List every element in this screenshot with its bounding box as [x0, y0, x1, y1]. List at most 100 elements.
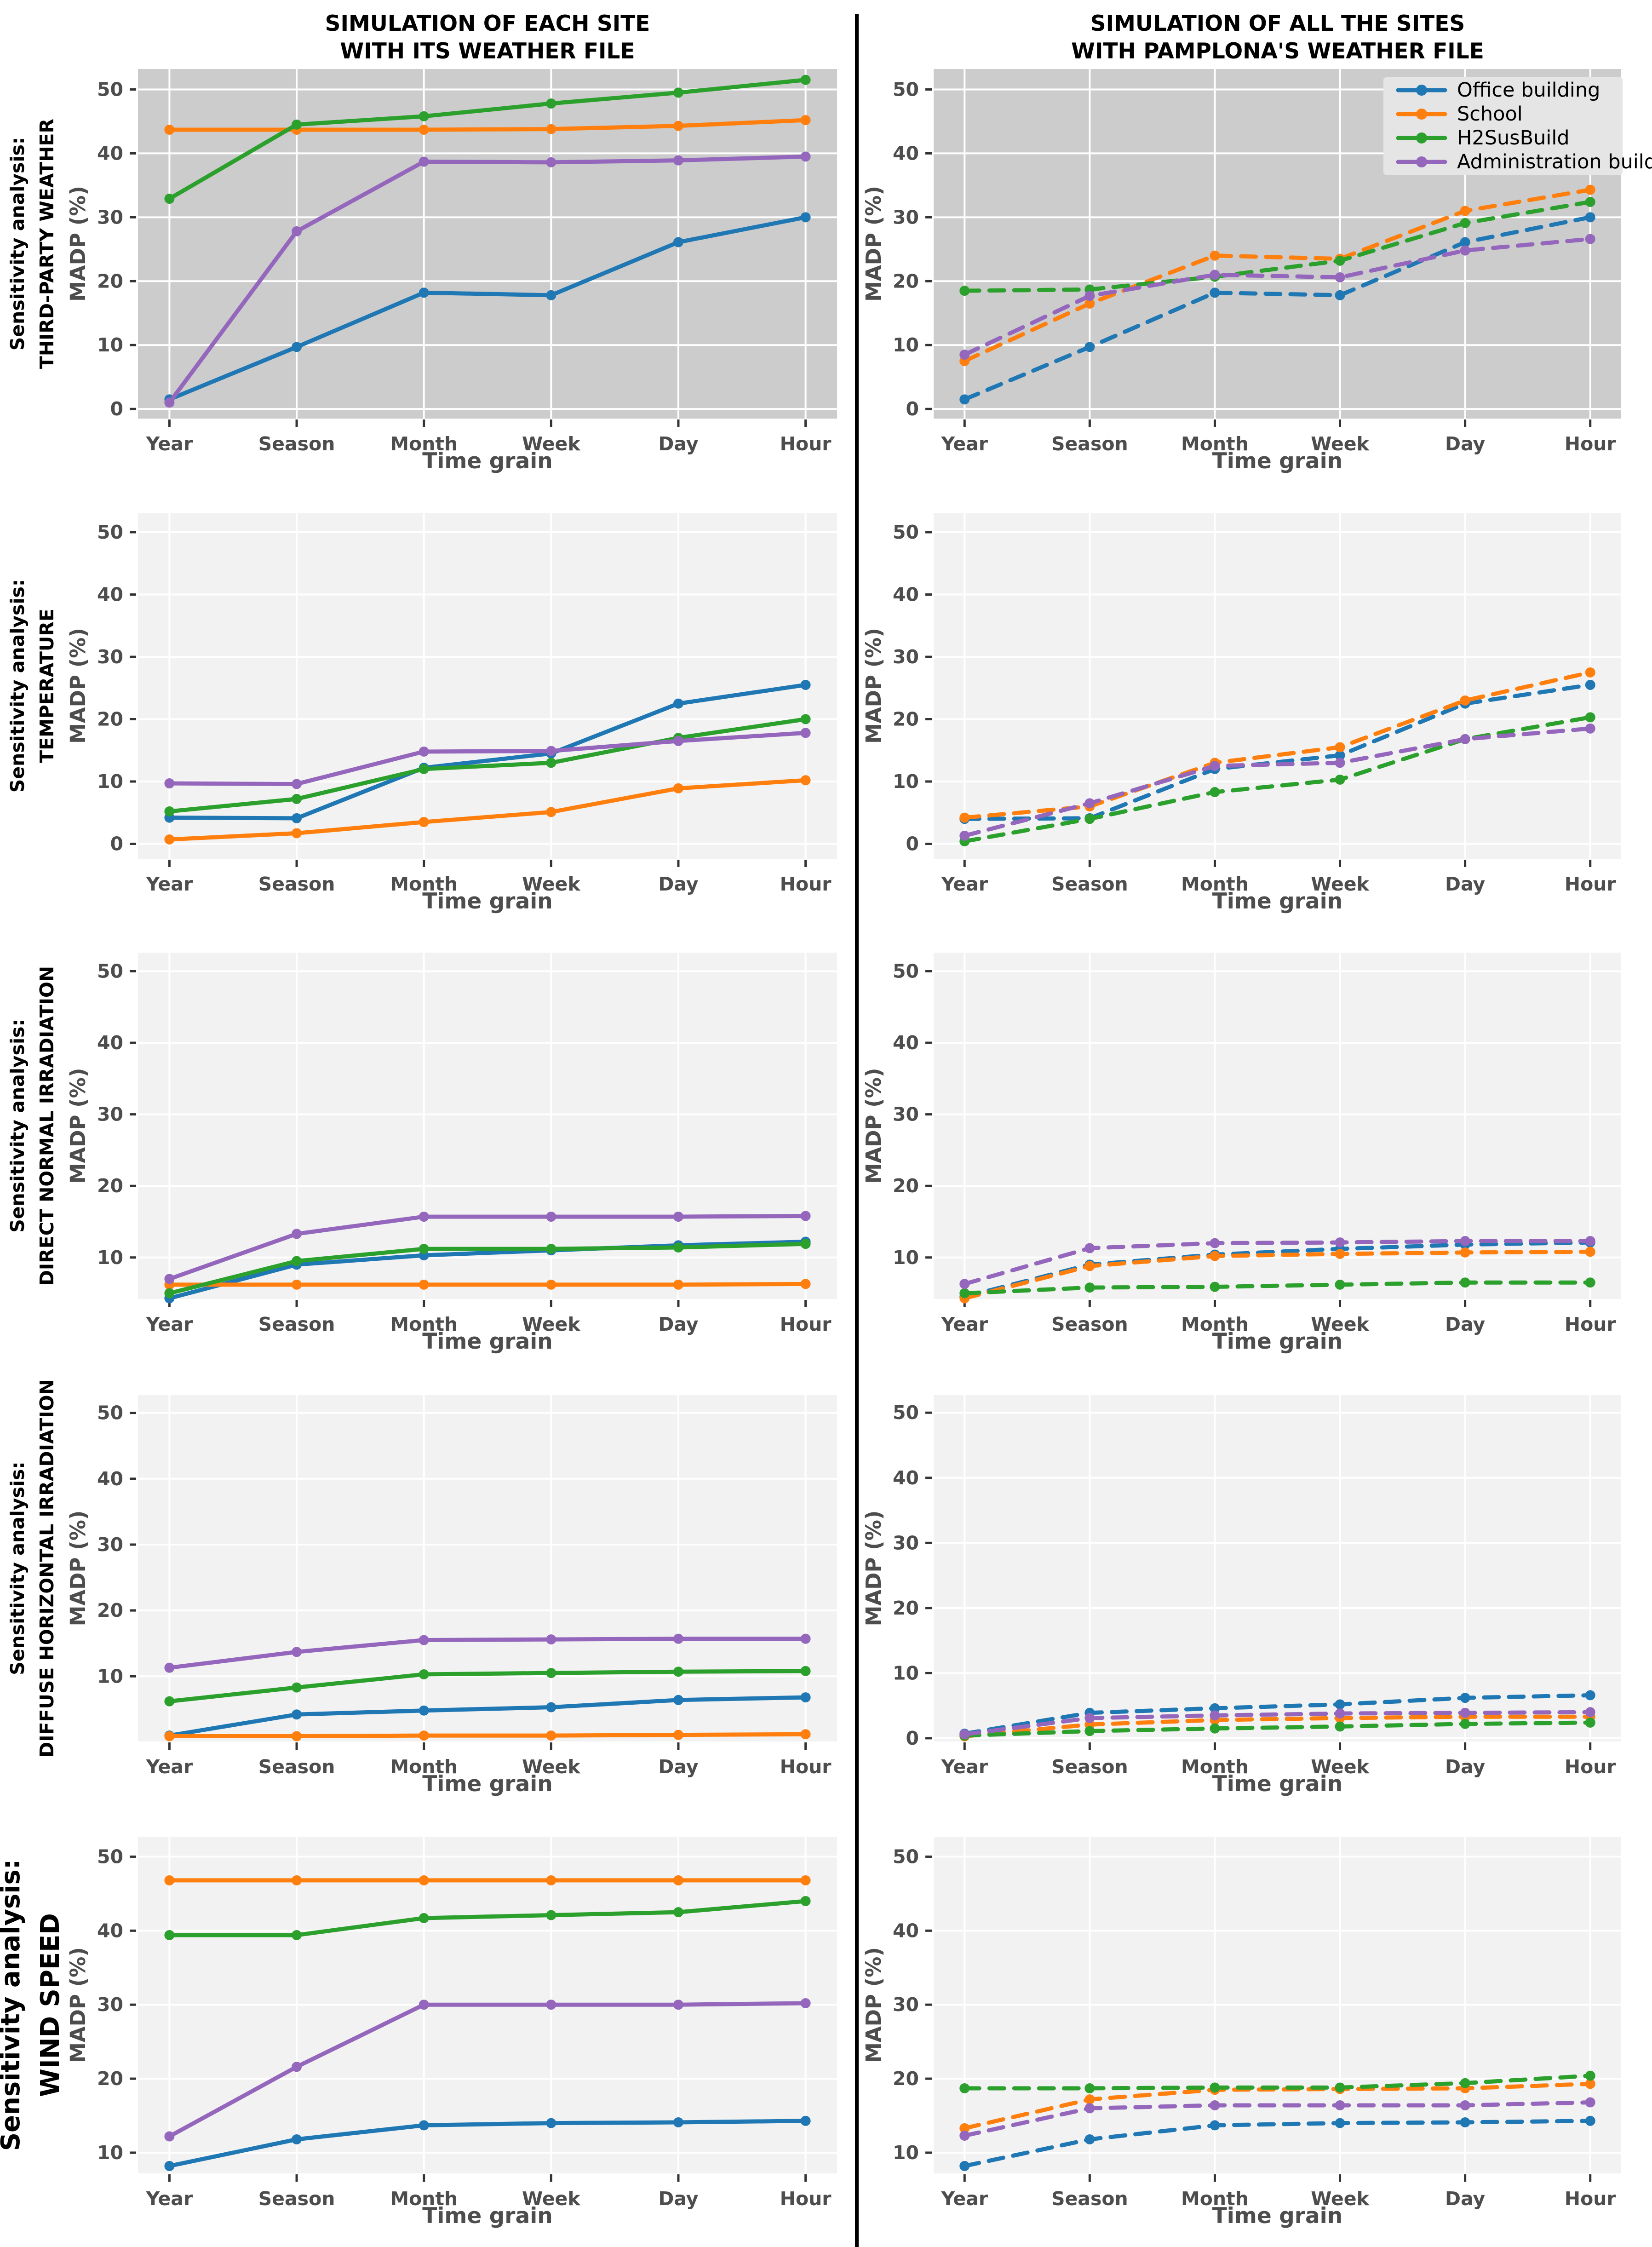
x-tick-label: Day [658, 873, 698, 895]
line-h2susbuild [167, 1241, 808, 1296]
point-h2susbuild-hour [1585, 1277, 1595, 1288]
point-administration-building-season [292, 2062, 302, 2072]
line-administration-building [962, 1710, 1593, 1736]
y-tick-label: 40 [97, 583, 123, 605]
x-axis-label: Time grain [1212, 2203, 1343, 2229]
x-tick-label: Month [390, 1313, 458, 1335]
point-h2susbuild-season [292, 1682, 302, 1693]
point-h2susbuild-week [546, 98, 556, 109]
x-tick-label: Year [941, 1756, 988, 1778]
x-axis-label: Time grain [1212, 1329, 1343, 1354]
point-administration-building-month [419, 2000, 429, 2010]
point-h2susbuild-month [419, 764, 429, 774]
point-school-hour [1585, 184, 1595, 195]
y-tick-label: 40 [893, 583, 919, 605]
point-h2susbuild-week [546, 758, 556, 768]
y-tick-label: 50 [97, 1845, 123, 1868]
point-administration-building-hour [800, 1998, 811, 2008]
x-tick-label: Day [1445, 873, 1485, 895]
series-h2susbuild [959, 2070, 1595, 2093]
series-administration-building [959, 723, 1595, 841]
x-tick-label: Week [1311, 433, 1370, 455]
point-h2susbuild-day [673, 1667, 683, 1677]
point-administration-building-season [292, 779, 302, 789]
legend-item-h2susbuild: H2SusBuild [1396, 126, 1570, 149]
point-h2susbuild-hour [800, 714, 811, 724]
y-tick-label: 0 [110, 833, 123, 855]
x-tick-label: Day [1445, 1756, 1485, 1778]
point-office-building-day [673, 2117, 683, 2127]
y-tick-label: 30 [97, 1534, 123, 1556]
y-tick-label: 10 [893, 1247, 919, 1269]
x-tick-label: Season [1051, 1756, 1128, 1778]
x-tick-label: Week [522, 1756, 581, 1778]
point-school-month [419, 1279, 429, 1290]
x-tick-label: Day [658, 2188, 698, 2210]
point-administration-building-season [1084, 291, 1095, 301]
series-office-building [959, 2115, 1595, 2171]
point-administration-building-day [673, 2000, 683, 2010]
row-label-row_label_line1: Sensitivity analysis: [6, 137, 29, 351]
series-school [164, 1729, 811, 1741]
plot-panel [934, 513, 1621, 859]
x-tick-label: Day [1445, 2188, 1485, 2210]
line-administration-building [167, 154, 808, 405]
line-school [167, 1732, 808, 1739]
x-tick-label: Season [258, 873, 335, 895]
point-school-year [164, 1875, 175, 1885]
point-school-season [292, 1731, 302, 1741]
legend-key-dot [1416, 85, 1427, 96]
x-tick-label: Year [941, 433, 988, 455]
y-tick-label: 0 [110, 398, 123, 420]
series-administration-building [959, 1707, 1595, 1740]
y-tick-label: 30 [893, 1103, 919, 1126]
y-tick-label: 20 [97, 2068, 123, 2090]
right-column-title-line1: SIMULATION OF ALL THE SITES [1090, 11, 1465, 36]
point-administration-building-hour [1585, 234, 1595, 244]
row-label-row_label_line1: Sensitivity analysis: [6, 579, 29, 793]
point-administration-building-month [419, 1212, 429, 1222]
x-tick-label: Year [146, 433, 193, 455]
y-tick-label: 30 [893, 1994, 919, 2016]
point-office-building-month [419, 287, 429, 298]
x-tick-label: Season [258, 2188, 335, 2210]
line-administration-building [167, 2001, 808, 2139]
point-office-building-week [1335, 1699, 1345, 1710]
point-school-day [673, 1730, 683, 1740]
y-tick-label: 50 [97, 521, 123, 543]
y-tick-label: 50 [893, 960, 919, 982]
row-label-row_label_line1: Sensitivity analysis: [6, 1461, 29, 1675]
point-administration-building-season [1084, 2103, 1095, 2114]
line-h2susbuild [962, 1720, 1593, 1738]
x-tick-label: Season [1051, 873, 1128, 895]
line-office-building [962, 215, 1593, 402]
x-tick-label: Week [1311, 1756, 1370, 1778]
point-h2susbuild-week [1335, 2082, 1345, 2093]
point-h2susbuild-hour [800, 1666, 811, 1676]
x-tick-label: Hour [780, 2188, 832, 2210]
y-tick-label: 20 [893, 2068, 919, 2090]
x-tick-label: Day [658, 1313, 698, 1335]
line-school [962, 1249, 1593, 1300]
point-school-month [419, 1875, 429, 1885]
point-h2susbuild-day [1460, 2078, 1470, 2088]
series-h2susbuild [164, 1239, 811, 1299]
y-tick-label: 40 [97, 1468, 123, 1490]
x-axis-label: Time grain [422, 1329, 553, 1354]
point-school-hour [800, 1875, 811, 1885]
point-office-building-hour [1585, 1690, 1595, 1701]
line-administration-building [962, 237, 1593, 357]
point-office-building-day [673, 698, 683, 709]
point-school-hour [1585, 1247, 1595, 1257]
right-column-title-line2: WITH PAMPLONA'S WEATHER FILE [1071, 39, 1484, 64]
point-school-month [419, 817, 429, 828]
point-school-week [1335, 742, 1345, 753]
point-office-building-month [1210, 2120, 1220, 2131]
series-h2susbuild [164, 1896, 811, 1940]
y-tick-label: 20 [893, 708, 919, 730]
series-office-building [959, 212, 1595, 405]
line-school [167, 118, 808, 132]
y-tick-label: 20 [97, 708, 123, 730]
point-administration-building-month [1210, 270, 1220, 280]
